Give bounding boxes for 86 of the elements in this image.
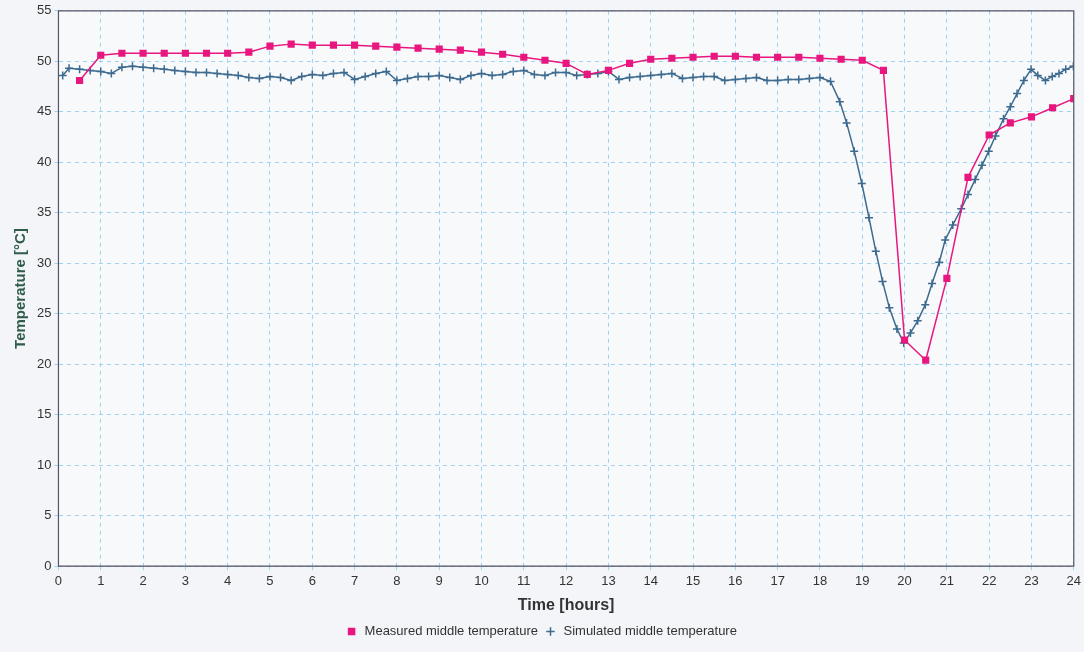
- x-tick-label: 22: [981, 572, 997, 588]
- point: [456, 46, 464, 54]
- x-tick-label: 7: [350, 572, 359, 588]
- y-tick-label: 40: [36, 153, 52, 169]
- point: [1006, 119, 1014, 127]
- point: [647, 55, 655, 63]
- y-tick-label: 55: [36, 2, 52, 18]
- x-tick-label: 19: [855, 572, 870, 588]
- point: [795, 53, 803, 61]
- point: [435, 45, 443, 53]
- y-tick-label: 5: [44, 507, 52, 523]
- x-tick-label: 21: [939, 572, 955, 588]
- point: [816, 54, 824, 62]
- x-axis-title: Time [hours]: [517, 595, 615, 613]
- x-tick-label: 14: [643, 572, 658, 588]
- point: [329, 41, 338, 49]
- x-tick-label: 12: [558, 572, 574, 588]
- point: [520, 53, 528, 61]
- point: [1027, 113, 1036, 121]
- y-tick-label: 30: [36, 254, 52, 270]
- point: [541, 56, 549, 64]
- x-tick-label: 2: [139, 572, 147, 588]
- point: [118, 49, 126, 57]
- point: [76, 76, 84, 85]
- x-tick-label: 11: [517, 572, 531, 588]
- point: [97, 51, 105, 59]
- point: [731, 52, 739, 60]
- point: [752, 53, 761, 61]
- point: [414, 44, 422, 52]
- x-tick-label: 4: [224, 572, 232, 588]
- y-tick-label: 45: [36, 103, 52, 119]
- point: [562, 59, 570, 67]
- x-tick-label: 3: [181, 572, 189, 588]
- point: [245, 48, 253, 56]
- point: [308, 41, 316, 49]
- point: [181, 49, 189, 57]
- point: [499, 50, 507, 58]
- point: [266, 42, 274, 50]
- x-tick-label: 6: [308, 572, 316, 588]
- x-tick-label: 1: [97, 572, 105, 588]
- point: [1049, 104, 1057, 112]
- x-tick-label: 10: [474, 572, 489, 588]
- point: [985, 131, 993, 139]
- point: [964, 173, 972, 181]
- y-axis-title: Temperature [°C]: [11, 228, 29, 349]
- point: [625, 59, 634, 67]
- x-tick-label: 24: [1066, 572, 1081, 588]
- legend-label: Simulated middle temperature: [563, 623, 737, 639]
- y-tick-label: 10: [36, 456, 52, 472]
- point: [202, 49, 211, 57]
- point: [858, 56, 866, 64]
- point: [393, 43, 401, 51]
- y-tick-label: 15: [36, 406, 52, 422]
- x-tick-label: 16: [728, 572, 743, 588]
- x-tick-label: 5: [266, 572, 274, 588]
- y-tick-label: 50: [36, 52, 52, 68]
- point: [710, 52, 718, 60]
- x-tick-label: 13: [601, 572, 616, 588]
- point: [224, 49, 232, 57]
- x-tick-label: 0: [54, 572, 63, 588]
- point: [287, 40, 295, 48]
- point: [139, 49, 147, 57]
- x-tick-label: 8: [393, 572, 401, 588]
- x-tick-label: 15: [685, 572, 701, 588]
- x-tick-label: 20: [897, 572, 912, 588]
- point: [477, 48, 486, 56]
- point: [774, 53, 782, 61]
- x-tick-label: 18: [812, 572, 828, 588]
- point: [351, 41, 359, 49]
- y-tick-label: 25: [36, 305, 52, 321]
- x-tick-label: 9: [435, 572, 443, 588]
- point: [372, 42, 380, 50]
- point: [900, 336, 909, 344]
- point: [689, 53, 697, 61]
- point: [943, 274, 951, 282]
- legend-label: Measured middle temperature: [364, 623, 538, 639]
- point: [837, 55, 845, 63]
- point: [160, 49, 168, 57]
- y-tick-label: 35: [36, 204, 52, 220]
- x-tick-label: 23: [1024, 572, 1039, 588]
- y-tick-label: 0: [44, 557, 52, 573]
- x-tick-label: 17: [770, 572, 785, 588]
- point: [922, 356, 930, 364]
- y-tick-label: 20: [36, 355, 52, 371]
- point: [668, 54, 676, 62]
- point: [879, 66, 887, 74]
